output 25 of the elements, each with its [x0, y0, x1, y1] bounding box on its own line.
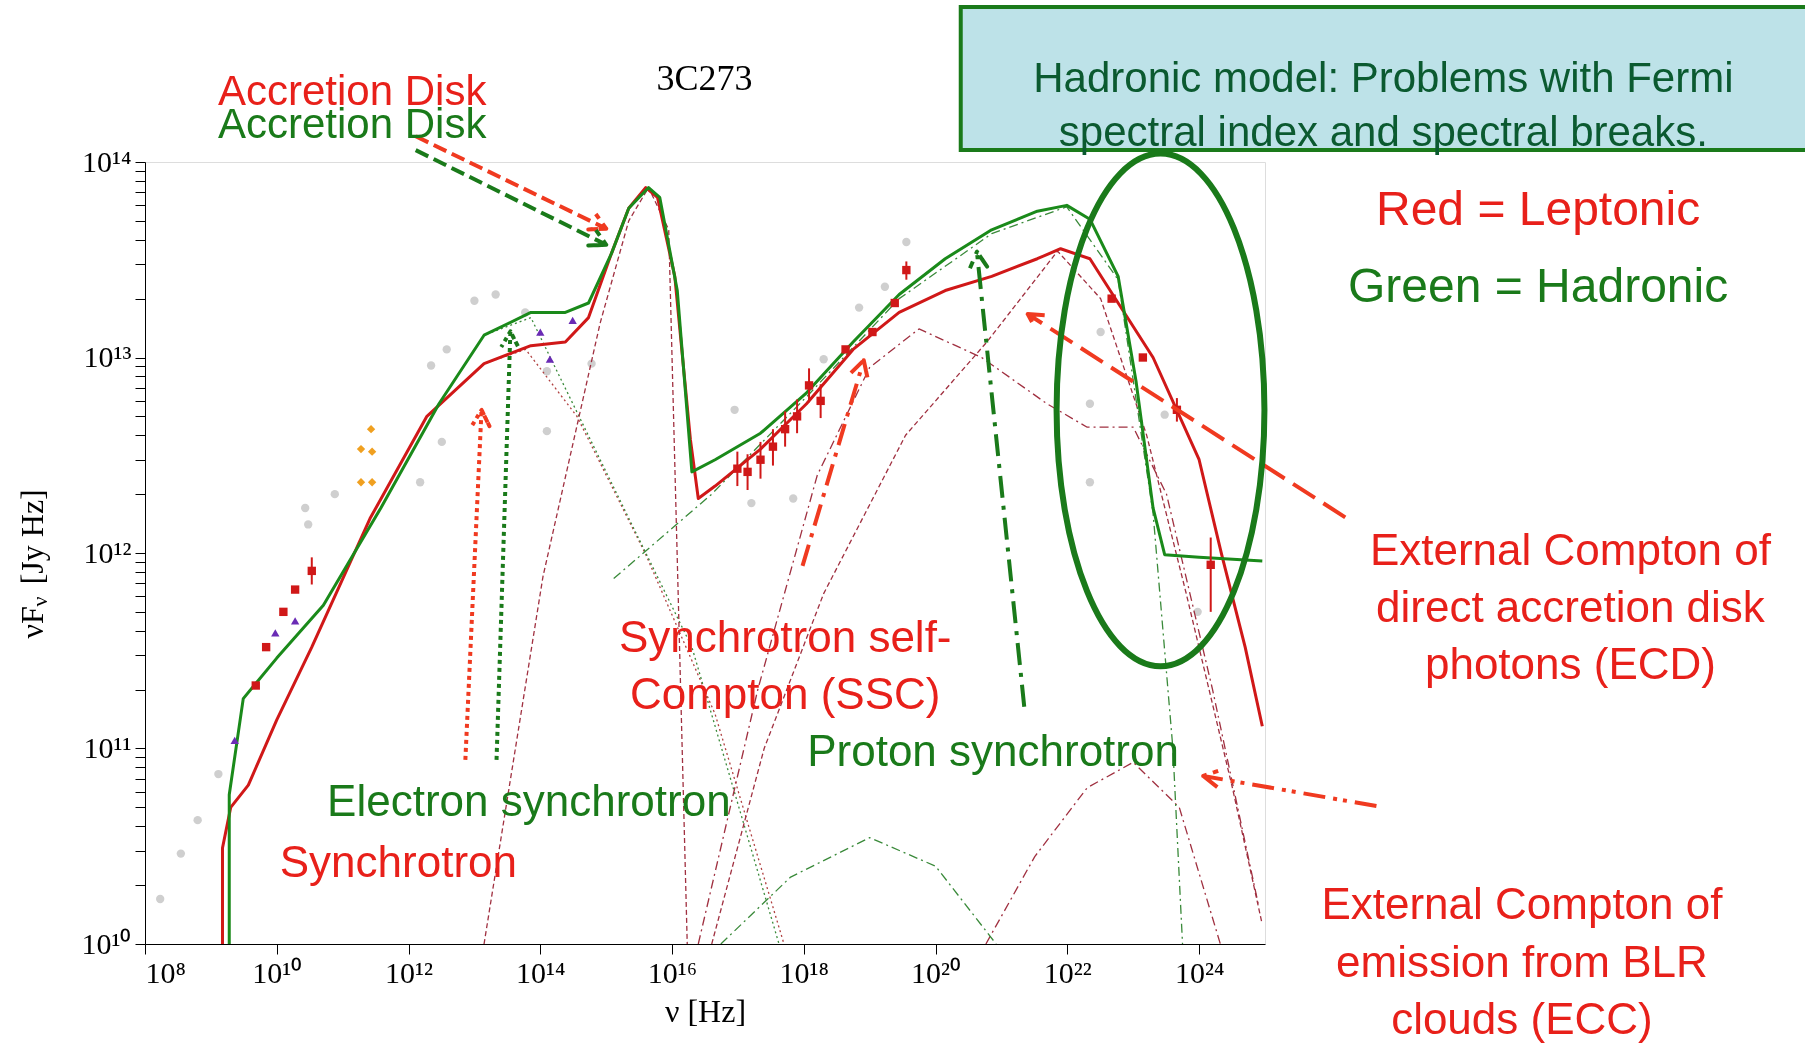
- x-tick-label: 10⁸: [145, 955, 186, 989]
- x-tick-label: 10¹⁶: [647, 955, 698, 989]
- text: Hadronic model: Problems with Fermi spectral index and spectral breaks.: [1033, 53, 1734, 156]
- annotation: Electron synchrotron: [327, 775, 731, 825]
- y-tick-label: 10¹²: [83, 535, 132, 569]
- y-tick-label: 10¹¹: [83, 731, 132, 764]
- x-tick-label: 10¹²: [385, 955, 434, 989]
- chart-title: 3C273: [656, 57, 753, 98]
- x-tick-label: 10²⁴: [1174, 955, 1225, 989]
- y-tick-label: 10¹⁴: [82, 144, 132, 178]
- x-tick-label: 10¹⁴: [516, 955, 566, 989]
- text: Red = Leptonic: [1375, 182, 1701, 236]
- x-tick-label: 10¹⁰: [252, 955, 303, 989]
- annotation: Synchrotron: [279, 836, 517, 886]
- y-axis-title: νFν [Jy Hz]: [14, 489, 52, 639]
- y-tick-label: 10¹⁰: [81, 926, 132, 960]
- text: External Compton of emission from BLR clouds (ECC): [1321, 879, 1724, 1043]
- y-tick-label: 10¹³: [83, 340, 132, 373]
- x-tick-label: 10²²: [1043, 955, 1092, 989]
- text: External Compton of direct accretion disk photons (ECD): [1369, 524, 1772, 689]
- x-axis-title: ν [Hz]: [664, 992, 747, 1029]
- x-tick-label: 10²⁰: [911, 955, 962, 989]
- text: Green = Hadronic: [1348, 258, 1729, 312]
- annotation: Proton synchrotron: [807, 725, 1179, 775]
- x-tick-label: 10¹⁸: [779, 955, 830, 989]
